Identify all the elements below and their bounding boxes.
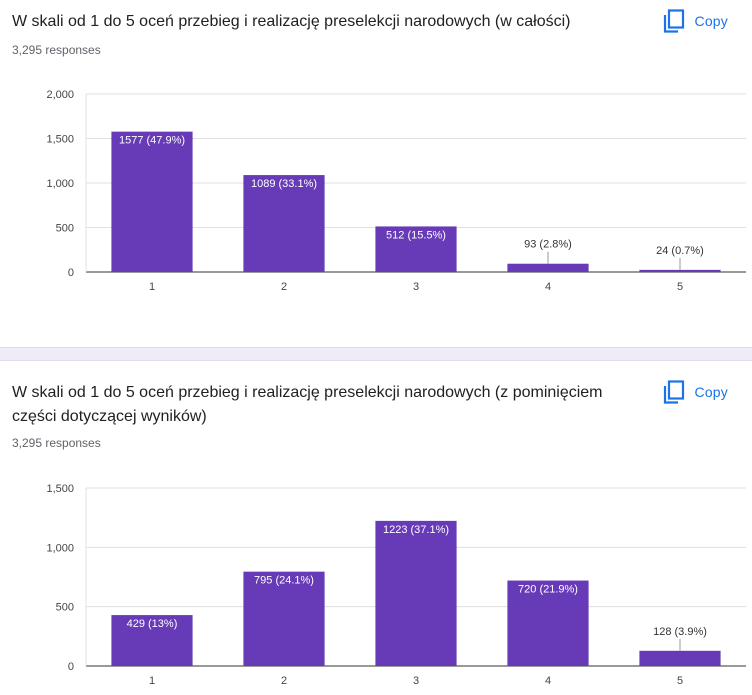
data-label: 512 (15.5%) xyxy=(386,229,446,241)
copy-label: Copy xyxy=(694,13,728,29)
bar xyxy=(507,580,589,666)
response-count: 3,295 responses xyxy=(12,436,101,450)
data-label: 429 (13%) xyxy=(127,618,178,630)
bar xyxy=(111,131,193,272)
x-tick-label: 3 xyxy=(413,675,419,687)
x-tick-label: 4 xyxy=(545,281,551,293)
copy-icon xyxy=(663,9,685,33)
y-tick-label: 1,500 xyxy=(46,134,74,146)
y-tick-label: 0 xyxy=(68,661,74,673)
y-tick-label: 2,000 xyxy=(46,89,74,101)
card-separator xyxy=(0,347,752,361)
data-label: 128 (3.9%) xyxy=(653,626,707,638)
x-tick-label: 2 xyxy=(281,675,287,687)
bar-chart-2: 0 500 1,000 1,500 429 (13%) 1 795 (24.1%) 2 1223… xyxy=(46,483,746,687)
bar xyxy=(243,571,325,666)
bar xyxy=(639,269,721,272)
y-tick-label: 500 xyxy=(56,602,74,614)
chart-card-1: W skali od 1 do 5 oceń przebieg i realiz… xyxy=(0,0,752,347)
x-tick-label: 3 xyxy=(413,281,419,293)
data-label: 1089 (33.1%) xyxy=(251,178,317,190)
bar xyxy=(111,615,193,666)
y-tick-label: 1,000 xyxy=(46,178,74,190)
x-tick-label: 5 xyxy=(677,675,683,687)
copy-label: Copy xyxy=(694,384,728,400)
data-label: 1577 (47.9%) xyxy=(119,135,185,147)
response-count: 3,295 responses xyxy=(12,43,101,57)
chart-card-2: W skali od 1 do 5 oceń przebieg i realiz… xyxy=(0,361,752,695)
x-tick-label: 4 xyxy=(545,675,551,687)
y-tick-label: 1,500 xyxy=(46,483,74,495)
bar xyxy=(375,226,457,272)
y-tick-label: 500 xyxy=(56,223,74,235)
data-label: 1223 (37.1%) xyxy=(383,524,449,536)
y-tick-label: 0 xyxy=(68,267,74,279)
bar xyxy=(639,650,721,666)
bar xyxy=(507,263,589,272)
y-tick-label: 1,000 xyxy=(46,542,74,554)
bar xyxy=(243,175,325,272)
copy-button[interactable]: Copy xyxy=(663,380,728,404)
x-tick-label: 1 xyxy=(149,675,155,687)
data-label: 24 (0.7%) xyxy=(656,245,704,257)
copy-icon xyxy=(663,380,685,404)
copy-button[interactable]: Copy xyxy=(663,9,728,33)
bar xyxy=(375,520,457,666)
question-title: W skali od 1 do 5 oceń przebieg i realiz… xyxy=(12,13,571,30)
data-label: 93 (2.8%) xyxy=(524,239,572,251)
bar-chart-1: 0 500 1,000 1,500 2,000 1577 (47.9%) 1 1089 (33… xyxy=(46,89,746,293)
question-title: W skali od 1 do 5 oceń przebieg i realiz… xyxy=(12,384,603,425)
x-tick-label: 2 xyxy=(281,281,287,293)
data-label: 720 (21.9%) xyxy=(518,584,578,596)
x-tick-label: 5 xyxy=(677,281,683,293)
x-tick-label: 1 xyxy=(149,281,155,293)
data-label: 795 (24.1%) xyxy=(254,575,314,587)
